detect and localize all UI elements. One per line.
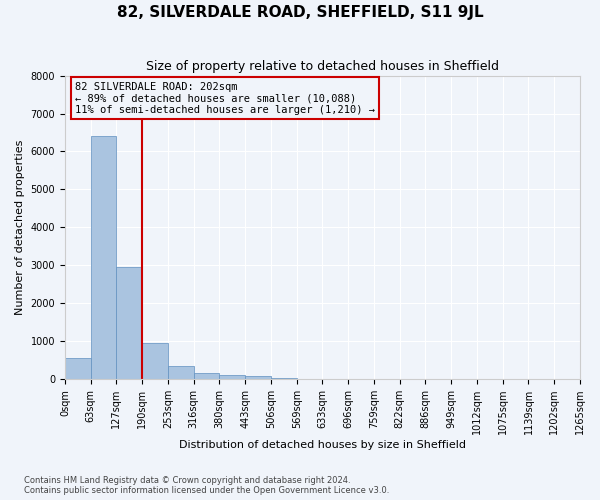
Title: Size of property relative to detached houses in Sheffield: Size of property relative to detached ho…	[146, 60, 499, 73]
Bar	[116, 267, 142, 379]
Bar	[245, 376, 271, 379]
Y-axis label: Number of detached properties: Number of detached properties	[15, 140, 25, 315]
X-axis label: Distribution of detached houses by size in Sheffield: Distribution of detached houses by size …	[179, 440, 466, 450]
Bar	[91, 136, 116, 379]
Text: Contains HM Land Registry data © Crown copyright and database right 2024.
Contai: Contains HM Land Registry data © Crown c…	[24, 476, 389, 495]
Bar	[220, 376, 245, 379]
Bar	[194, 372, 220, 379]
Text: 82 SILVERDALE ROAD: 202sqm
← 89% of detached houses are smaller (10,088)
11% of : 82 SILVERDALE ROAD: 202sqm ← 89% of deta…	[75, 82, 375, 115]
Bar	[271, 378, 296, 379]
Bar	[168, 366, 194, 379]
Bar	[65, 358, 91, 379]
Bar	[142, 343, 168, 379]
Bar	[296, 378, 322, 379]
Text: 82, SILVERDALE ROAD, SHEFFIELD, S11 9JL: 82, SILVERDALE ROAD, SHEFFIELD, S11 9JL	[116, 5, 484, 20]
